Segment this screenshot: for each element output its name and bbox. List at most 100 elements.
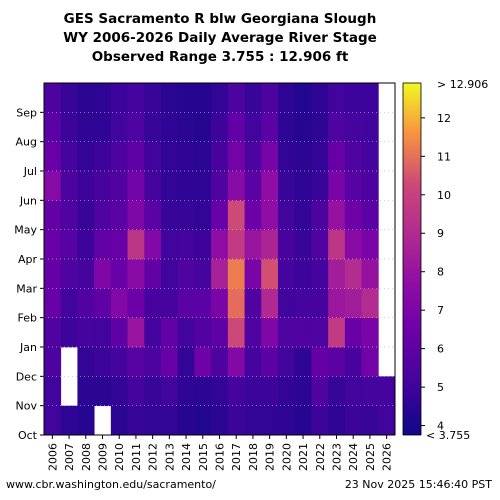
heatmap-cell [344, 317, 362, 348]
heatmap-cell [77, 405, 95, 436]
heatmap-cell [144, 317, 162, 348]
heatmap-cell [94, 376, 112, 407]
heatmap-cell [261, 288, 279, 319]
heatmap-cell [161, 405, 179, 436]
heatmap-cell [194, 171, 212, 201]
heatmap-cell [110, 141, 128, 172]
heatmap-cell [294, 171, 312, 201]
heatmap-cell [311, 405, 329, 436]
heatmap-cell [278, 347, 296, 377]
heatmap-cell [60, 317, 78, 348]
heatmap-cell [278, 405, 296, 436]
heatmap-cell [194, 83, 212, 113]
heatmap-cell [361, 171, 379, 201]
heatmap-cell [177, 112, 195, 143]
heatmap-cell [328, 112, 346, 143]
colorbar-tick-label: 9 [437, 227, 444, 240]
heatmap-cell [261, 229, 279, 260]
x-tick-label: 2011 [130, 443, 143, 471]
x-tick-label: 2017 [230, 443, 243, 471]
heatmap-cell [344, 376, 362, 407]
heatmap-cell [77, 288, 95, 319]
heatmap-cell [294, 200, 312, 231]
heatmap-cell [60, 229, 78, 260]
heatmap-cell [311, 229, 329, 260]
heatmap-cell [177, 171, 195, 201]
heatmap-cell [60, 259, 78, 289]
heatmap-cell [227, 112, 245, 143]
x-tick-label: 2015 [197, 443, 210, 471]
heatmap-cell [361, 405, 379, 436]
heatmap-cell [177, 317, 195, 348]
x-tick-label: 2024 [347, 443, 360, 471]
heatmap-cell [144, 347, 162, 377]
x-tick-label: 2016 [214, 443, 227, 471]
x-tick-label: 2006 [46, 443, 59, 471]
footer-source: www.cbr.washington.edu/sacramento/ [6, 478, 216, 491]
heatmap-cell [110, 171, 128, 201]
colorbar-tick-label: 11 [437, 150, 451, 163]
heatmap-cell [60, 112, 78, 143]
heatmap-cell [244, 229, 262, 260]
heatmap-cell [328, 288, 346, 319]
heatmap-cell [110, 376, 128, 407]
heatmap-cell [227, 229, 245, 260]
y-axis: Oct Nov Dec Jan Feb Mar Apr May Jun Jul Aug Sep [14, 106, 44, 442]
heatmap-cell [244, 200, 262, 231]
heatmap-cell [144, 229, 162, 260]
y-tick-label: Jan [19, 341, 37, 354]
x-tick-label: 2009 [97, 443, 110, 471]
heatmap-cell [211, 171, 229, 201]
heatmap-cell [294, 317, 312, 348]
heatmap-cell [44, 259, 62, 289]
heatmap-cell [294, 288, 312, 319]
heatmap-cell [328, 200, 346, 231]
heatmap-cell [261, 112, 279, 143]
x-tick-label: 2014 [180, 443, 193, 471]
heatmap-cell [211, 259, 229, 289]
heatmap-cell [344, 171, 362, 201]
heatmap-cell [361, 259, 379, 289]
heatmap-cell [144, 141, 162, 172]
heatmap-cell [194, 259, 212, 289]
y-tick-label: Sep [16, 106, 37, 119]
footer-timestamp: 23 Nov 2025 15:46:40 PST [344, 478, 492, 491]
heatmap-cell [60, 141, 78, 172]
heatmap-cell [344, 141, 362, 172]
heatmap-cell [311, 317, 329, 348]
heatmap-cell [161, 83, 179, 113]
heatmap-cell [294, 112, 312, 143]
heatmap-cell [261, 83, 279, 113]
heatmap-cell [244, 376, 262, 407]
heatmap-cell [77, 112, 95, 143]
heatmap-cell [311, 141, 329, 172]
x-axis: 2006 2007 2008 2009 2010 2011 2012 2013 2014 2015… [46, 435, 394, 471]
heatmap-cell [44, 347, 62, 377]
heatmap-cell [177, 288, 195, 319]
heatmap-cell [194, 376, 212, 407]
x-tick-label: 2025 [364, 443, 377, 471]
heatmap-cell [44, 83, 62, 113]
heatmap-cell [44, 288, 62, 319]
heatmap-cell [127, 259, 145, 289]
heatmap-cell [244, 347, 262, 377]
colorbar-top-label: > 12.906 [437, 78, 488, 91]
heatmap-cell [344, 347, 362, 377]
x-tick-label: 2020 [280, 443, 293, 471]
heatmap-cell [94, 83, 112, 113]
heatmap-cell [278, 259, 296, 289]
heatmap-cell [194, 229, 212, 260]
heatmap-cell [361, 112, 379, 143]
heatmap-cell [244, 405, 262, 436]
heatmap-cell [361, 83, 379, 113]
heatmap-cell [110, 83, 128, 113]
heatmap-cell [94, 259, 112, 289]
y-tick-label: Jun [19, 194, 37, 207]
heatmap-cell [378, 405, 396, 436]
heatmap-cell [177, 200, 195, 231]
heatmap-cell [278, 317, 296, 348]
x-tick-label: 2010 [113, 443, 126, 471]
heatmap-cell [361, 376, 379, 407]
heatmap-cell [127, 405, 145, 436]
heatmap-cell [77, 200, 95, 231]
